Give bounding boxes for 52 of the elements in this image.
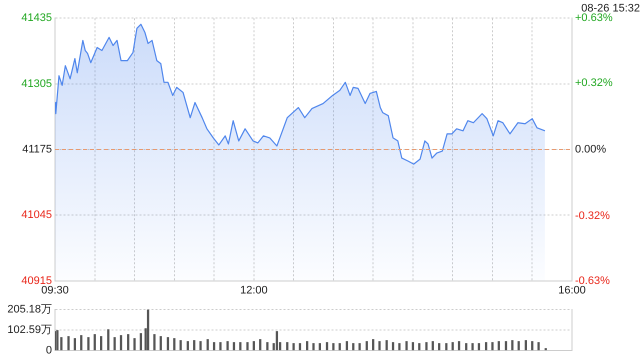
bar	[372, 339, 374, 350]
bar	[524, 340, 527, 350]
y2-tick-label: +0.32%	[575, 76, 613, 89]
bar	[80, 335, 82, 350]
y-tick-label: 0	[46, 344, 52, 356]
bar	[206, 339, 209, 350]
bar	[432, 341, 434, 350]
bar	[173, 338, 176, 350]
bar	[452, 342, 454, 350]
bar	[358, 343, 361, 350]
x-tick-label: 12:00	[240, 284, 268, 296]
bar	[518, 341, 520, 350]
bar	[259, 339, 262, 350]
bar	[107, 329, 110, 350]
bar	[239, 342, 242, 350]
bar	[160, 336, 162, 350]
bar	[445, 343, 448, 350]
y-tick-label: 41175	[22, 144, 52, 156]
y2-tick-label: -0.63%	[575, 274, 610, 287]
y-tick-label: 205.18万	[7, 304, 52, 316]
bar	[193, 340, 196, 350]
bar	[352, 343, 354, 350]
bar	[94, 334, 96, 350]
bar	[180, 340, 182, 350]
y-tick-label: 41045	[21, 209, 52, 222]
bar	[318, 343, 321, 350]
y2-tick-label: +0.63%	[575, 12, 613, 24]
y-tick-label: 41305	[21, 78, 52, 90]
bar	[266, 342, 268, 350]
bar	[252, 341, 255, 350]
bar	[338, 343, 341, 350]
x-tick-label: 16:00	[558, 284, 586, 296]
bar	[100, 336, 102, 350]
bar	[465, 343, 468, 350]
bar	[186, 341, 189, 350]
bar	[498, 341, 500, 350]
bar	[127, 334, 130, 350]
bar	[418, 343, 420, 350]
x-tick-label: 09:30	[41, 284, 69, 296]
bar	[511, 340, 514, 350]
bar	[286, 342, 288, 350]
bar	[114, 337, 116, 350]
y-tick-label: 102.59万	[7, 324, 52, 336]
y-tick-label: 41435	[21, 12, 52, 24]
bar	[386, 340, 388, 350]
bar	[366, 341, 368, 350]
y-tick-label: 40915	[21, 274, 52, 287]
bar	[306, 341, 308, 350]
y2-tick-label: -0.32%	[575, 210, 610, 222]
bar	[531, 341, 534, 350]
bar	[438, 343, 440, 350]
y2-tick-label: 0.00%	[575, 144, 606, 156]
